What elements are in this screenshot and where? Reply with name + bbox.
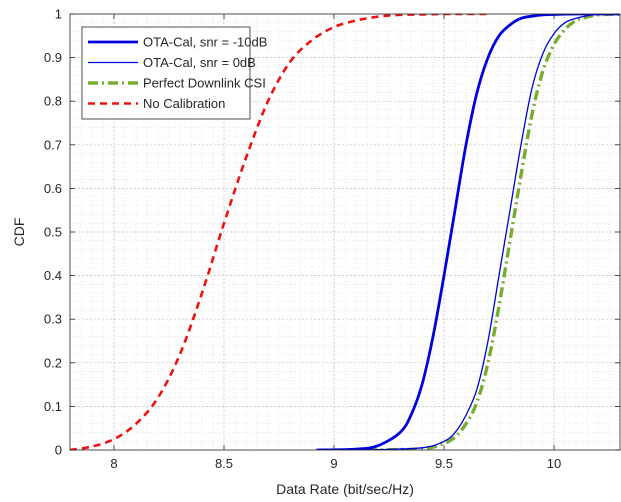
y-axis-ticks: 0 0.1 0.2 0.3 0.4 0.5 0.6 0.7 0.8 0.9 1 bbox=[44, 7, 620, 458]
series-layer bbox=[70, 14, 620, 450]
x-tick-label: 8 bbox=[110, 456, 117, 471]
y-tick-label: 0.2 bbox=[44, 355, 62, 370]
x-axis-ticks: 8 8.5 9 9.5 10 bbox=[110, 14, 561, 471]
y-tick-label: 0.1 bbox=[44, 399, 62, 414]
x-axis-label: Data Rate (bit/sec/Hz) bbox=[276, 481, 414, 497]
legend-label-2: Perfect Downlink CSI bbox=[143, 76, 266, 91]
x-tick-label: 10 bbox=[547, 456, 561, 471]
legend-label-0: OTA-Cal, snr = -10dB bbox=[143, 35, 267, 50]
legend-label-1: OTA-Cal, snr = 0dB bbox=[143, 55, 256, 70]
y-tick-label: 0.8 bbox=[44, 94, 62, 109]
series-line-1 bbox=[366, 14, 620, 450]
x-tick-label: 9.5 bbox=[435, 456, 453, 471]
y-tick-label: 0.4 bbox=[44, 268, 62, 283]
y-tick-label: 0.9 bbox=[44, 50, 62, 65]
y-tick-label: 0.6 bbox=[44, 181, 62, 196]
y-tick-label: 0.3 bbox=[44, 312, 62, 327]
y-tick-label: 0 bbox=[55, 443, 62, 458]
y-tick-label: 1 bbox=[55, 7, 62, 22]
series-line-3 bbox=[70, 14, 488, 450]
legend: OTA-Cal, snr = -10dB OTA-Cal, snr = 0dB Pe… bbox=[81, 26, 267, 120]
y-axis-label: CDF bbox=[11, 218, 27, 247]
y-tick-label: 0.7 bbox=[44, 137, 62, 152]
series-line-2 bbox=[366, 14, 620, 450]
series-line-0 bbox=[316, 14, 620, 450]
y-tick-label: 0.5 bbox=[44, 225, 62, 240]
x-tick-label: 9 bbox=[330, 456, 337, 471]
legend-label-3: No Calibration bbox=[143, 96, 225, 111]
x-tick-label: 8.5 bbox=[215, 456, 233, 471]
